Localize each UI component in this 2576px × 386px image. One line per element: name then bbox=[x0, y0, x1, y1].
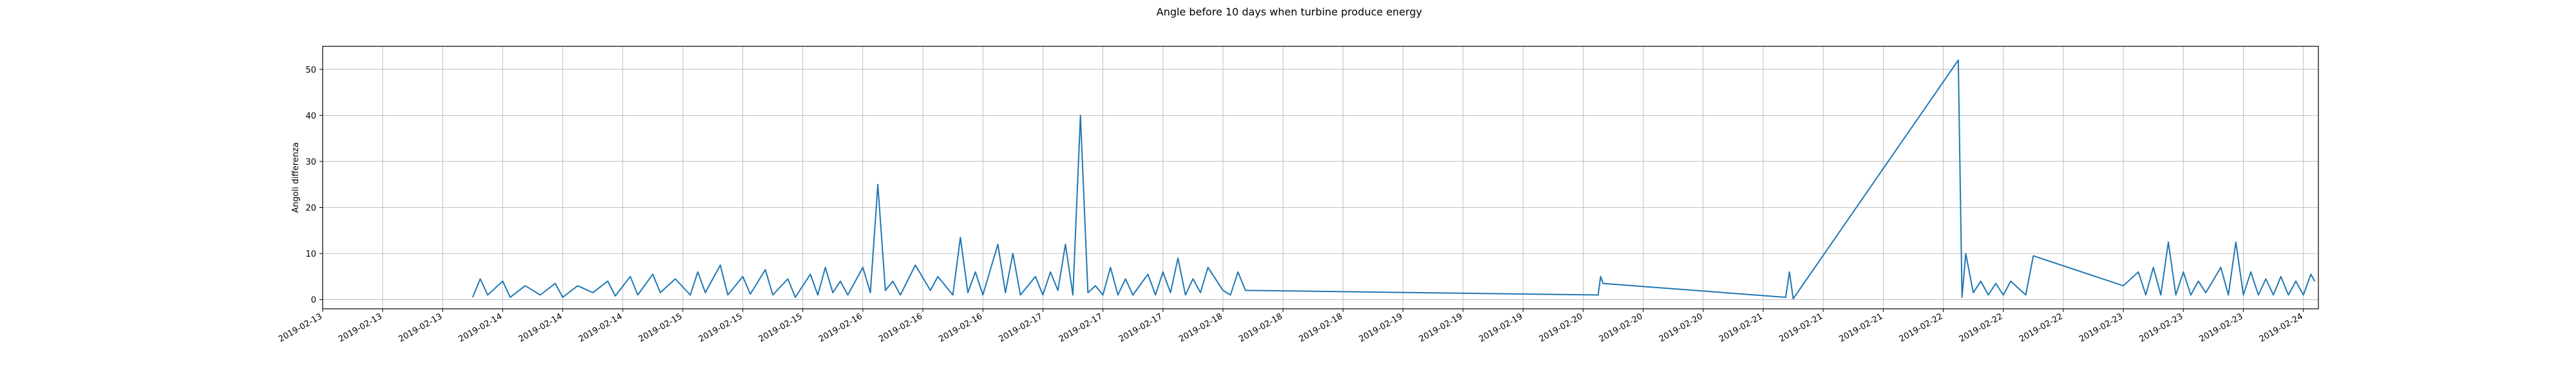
x-tick-label: 2019-02-20 bbox=[1658, 311, 1705, 344]
x-tick-label: 2019-02-14 bbox=[517, 311, 564, 344]
x-tick-label: 2019-02-22 bbox=[1958, 311, 2005, 344]
x-tick-label: 2019-02-13 bbox=[397, 311, 444, 344]
x-tick-label: 2019-02-14 bbox=[577, 311, 624, 344]
y-tick-label: 40 bbox=[305, 111, 316, 121]
x-tick-label: 2019-02-18 bbox=[1237, 311, 1284, 344]
x-tick-label: 2019-02-17 bbox=[1117, 311, 1164, 344]
y-axis-label: Angoli differenza bbox=[291, 142, 301, 213]
x-tick-label: 2019-02-19 bbox=[1417, 311, 1464, 344]
x-tick-label: 2019-02-20 bbox=[1598, 311, 1645, 344]
x-tick-label: 2019-02-17 bbox=[997, 311, 1044, 344]
plot-frame bbox=[322, 46, 2319, 309]
series-line bbox=[472, 59, 2316, 300]
x-tick-label: 2019-02-18 bbox=[1298, 311, 1345, 344]
x-tick-label: 2019-02-19 bbox=[1477, 311, 1524, 344]
x-tick-label: 2019-02-22 bbox=[2018, 311, 2065, 344]
x-tick-label: 2019-02-13 bbox=[277, 311, 324, 344]
x-tick-label: 2019-02-18 bbox=[1177, 311, 1224, 344]
x-tick-label: 2019-02-15 bbox=[757, 311, 804, 344]
y-axis: 0 10 20 30 40 50 bbox=[305, 66, 323, 306]
x-tick-label: 2019-02-21 bbox=[1777, 311, 1824, 344]
x-tick-label: 2019-02-17 bbox=[1057, 311, 1104, 344]
x-tick-label: 2019-02-21 bbox=[1718, 311, 1765, 344]
x-tick-label: 2019-02-23 bbox=[2137, 311, 2184, 344]
x-tick-label: 2019-02-16 bbox=[877, 311, 924, 344]
x-tick-label: 2019-02-15 bbox=[637, 311, 684, 344]
x-tick-label: 2019-02-23 bbox=[2078, 311, 2125, 344]
y-tick-label: 30 bbox=[305, 158, 316, 167]
x-tick-label: 2019-02-16 bbox=[817, 311, 864, 344]
y-tick-label: 10 bbox=[305, 250, 316, 259]
x-tick-label: 2019-02-23 bbox=[2198, 311, 2245, 344]
series-group bbox=[472, 59, 2316, 300]
x-tick-label: 2019-02-24 bbox=[2258, 311, 2305, 344]
x-tick-label: 2019-02-15 bbox=[697, 311, 744, 344]
x-tick-label: 2019-02-21 bbox=[1837, 311, 1884, 344]
x-tick-label: 2019-02-13 bbox=[337, 311, 384, 344]
x-tick-label: 2019-02-14 bbox=[457, 311, 504, 344]
grid-lines bbox=[322, 46, 2318, 309]
y-tick-label: 0 bbox=[311, 296, 316, 306]
x-tick-label: 2019-02-22 bbox=[1898, 311, 1945, 344]
x-tick-label: 2019-02-16 bbox=[937, 311, 984, 344]
x-axis: 2019-02-13 2019-02-13 2019-02-13 2019-02-14… bbox=[277, 309, 2305, 344]
chart-title: Angle before 10 days when turbine produc… bbox=[1157, 6, 1422, 18]
x-tick-label: 2019-02-20 bbox=[1537, 311, 1584, 344]
x-tick-label: 2019-02-19 bbox=[1358, 311, 1405, 344]
y-tick-label: 20 bbox=[305, 204, 316, 214]
y-tick-label: 50 bbox=[305, 66, 316, 75]
